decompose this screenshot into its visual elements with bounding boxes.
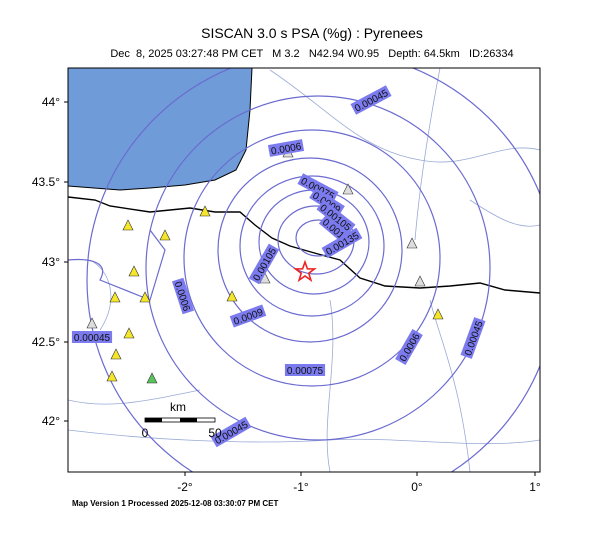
contours — [86, 68, 540, 472]
station — [406, 237, 418, 249]
lat-label: 44° — [42, 95, 60, 109]
contour-label-box — [248, 243, 280, 285]
rivers — [68, 68, 540, 472]
station — [342, 183, 354, 195]
contour-label-text: 0.00045 — [353, 88, 390, 115]
border — [68, 196, 540, 294]
station — [139, 291, 151, 303]
epicenter — [293, 259, 317, 283]
station — [110, 348, 122, 360]
station — [159, 229, 171, 241]
title: SISCAN 3.0 s PSA (%g) : Pyrenees — [201, 25, 423, 41]
footer: Map Version 1 Processed 2025-12-08 03:30… — [72, 499, 278, 508]
contour-label-box — [171, 277, 195, 315]
contour-label-box — [71, 331, 113, 343]
station — [109, 291, 121, 303]
station — [123, 327, 135, 339]
station — [106, 370, 118, 382]
contour-label-box — [267, 139, 305, 157]
lon-label: 0° — [411, 480, 423, 494]
lon-label: -2° — [177, 480, 193, 494]
contour-label-box — [284, 364, 326, 376]
contour-label-box — [297, 173, 339, 203]
contour-label: 0.00045 — [460, 317, 486, 359]
station — [432, 308, 444, 320]
lat-label: 43.5° — [32, 175, 60, 189]
contour-label: 0.0006 — [171, 277, 195, 315]
contour-label-text: 0.00075 — [287, 366, 324, 377]
scale-unit: km — [170, 400, 186, 414]
sea — [68, 68, 253, 191]
contour-label-box — [395, 329, 423, 365]
station — [199, 205, 211, 217]
lat-label: 42.5° — [32, 335, 60, 349]
contour — [68, 229, 166, 301]
scale-label: 0 — [142, 426, 149, 440]
contour-label-box — [316, 199, 356, 235]
contour-label-text: 0.00045 — [74, 333, 111, 344]
stations — [86, 146, 444, 384]
contour-label-box — [321, 227, 363, 259]
station — [128, 265, 140, 277]
scale-label: 50 — [208, 426, 222, 440]
map-frame — [67, 67, 541, 473]
contour-label: 0.0009 — [229, 304, 267, 328]
lon-label: 1° — [529, 480, 541, 494]
contour-label: 0.0006 — [267, 139, 305, 158]
lat-label: 43° — [42, 255, 60, 269]
contour-label-text: 0.0006 — [270, 141, 302, 157]
station — [86, 317, 98, 329]
contour-label-box — [229, 304, 267, 328]
scale-bar-segment — [180, 418, 197, 422]
station — [414, 275, 426, 287]
scale-bar: km 0 50 — [142, 400, 222, 440]
contour-label-box — [210, 416, 252, 448]
lat-label: 42° — [42, 414, 60, 428]
axis-labels: 44° 43.5° 43° 42.5° 42° -2° -1° 0° 1° — [32, 95, 541, 494]
contour-label: 0.00045 — [71, 331, 113, 344]
scale-bar-segment — [145, 418, 162, 422]
station — [226, 290, 238, 302]
contour-label-box — [350, 85, 392, 115]
contour-label-box — [309, 187, 345, 217]
contour-label-text: 0.00045 — [463, 319, 486, 357]
map-area: 0.000450.00060.000750.00090.001050.00120… — [68, 68, 540, 472]
subtitle: Dec 8, 2025 03:27:48 PM CET M 3.2 N42.94… — [110, 48, 513, 60]
contour-label-text: 0.0006 — [398, 331, 423, 363]
station — [146, 372, 158, 384]
lon-label: -1° — [293, 480, 309, 494]
contour-label: 0.0006 — [395, 329, 423, 365]
station — [122, 219, 134, 231]
contour-label-box — [460, 317, 486, 359]
contour-label: 0.00075 — [284, 364, 326, 377]
